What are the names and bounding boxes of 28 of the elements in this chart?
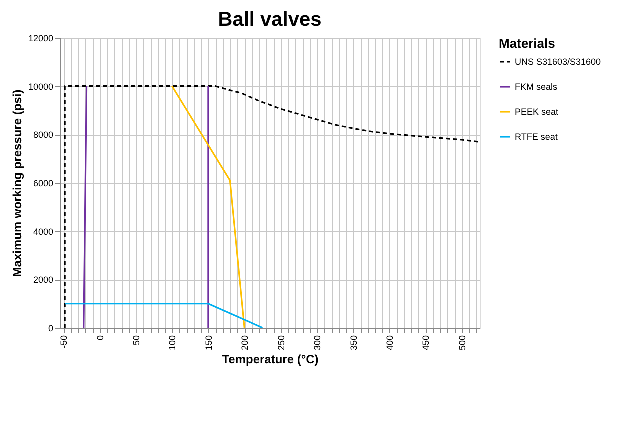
x-tick-label: 400	[384, 336, 395, 351]
legend-label: UNS S31603/S31600	[515, 57, 602, 67]
legend-label: PEEK seat	[515, 107, 560, 117]
chart-title: Ball valves	[218, 9, 322, 31]
legend-label: RTFE seat	[515, 132, 558, 142]
x-tick-label: 450	[421, 336, 432, 351]
x-tick-label: 50	[132, 336, 142, 346]
line-series	[64, 86, 481, 329]
x-tick-label: 0	[95, 336, 106, 341]
x-axis-title: Temperature (°C)	[222, 352, 319, 367]
y-tick-label: 0	[48, 324, 54, 334]
y-tick-label: 2000	[33, 275, 54, 286]
x-tick-label: 150	[204, 336, 214, 351]
y-axis-title: Maximum working pressure (psi)	[10, 90, 24, 278]
x-tick-label: 300	[312, 336, 323, 351]
y-tick-label: 10000	[28, 82, 54, 92]
y-tick-label: 8000	[33, 130, 54, 140]
x-tick-label: 500	[457, 336, 468, 351]
y-tick-label: 4000	[33, 226, 54, 237]
x-tick-label: 350	[348, 336, 359, 351]
x-tick-label: 200	[240, 336, 250, 351]
x-tick-label: 250	[276, 336, 286, 351]
x-tick-label: -50	[59, 336, 70, 349]
y-tick-label: 6000	[33, 178, 54, 188]
y-tick-label: 12000	[28, 34, 54, 44]
legend-title: Materials	[499, 36, 556, 51]
x-tick-label: 100	[168, 336, 178, 351]
legend-label: FKM seals	[515, 82, 558, 92]
